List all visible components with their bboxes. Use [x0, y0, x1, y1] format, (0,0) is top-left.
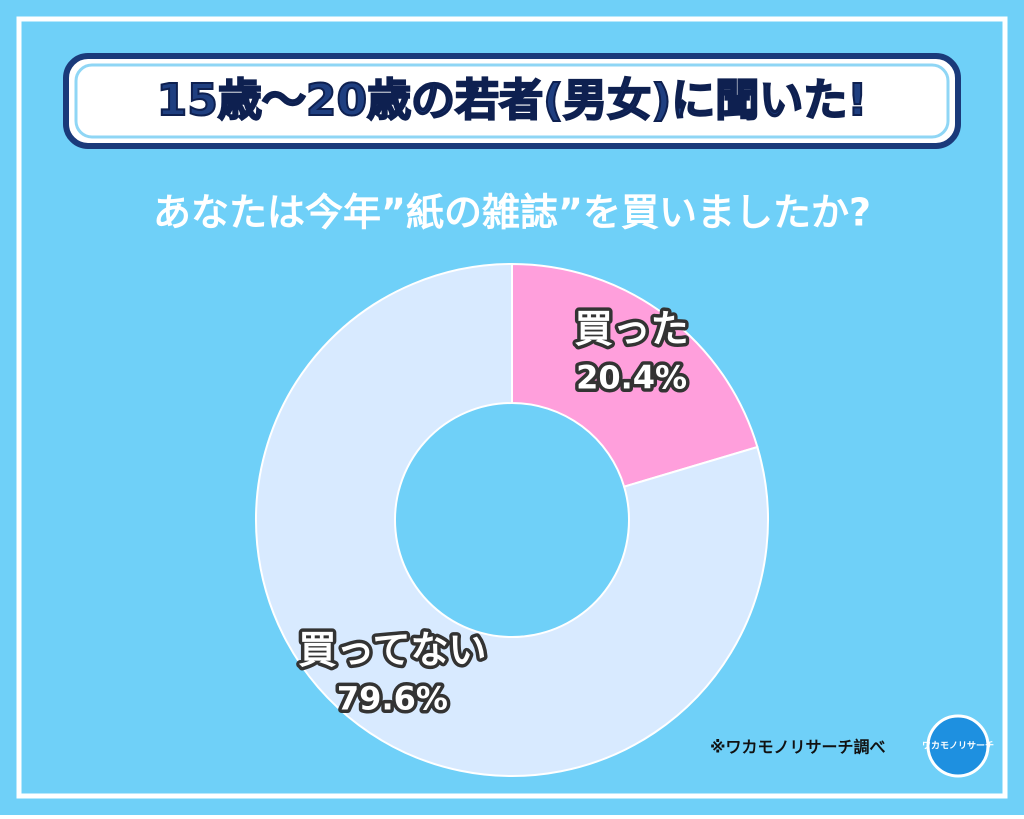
logo-text: ワカモノリサーチ — [922, 741, 994, 752]
chart-title: 15歳～20歳の若者(男女)に聞いた! — [157, 75, 868, 126]
logo: ワカモノリサーチ — [922, 714, 994, 778]
title-box — [63, 53, 961, 149]
donut — [255, 262, 769, 777]
pie-slice — [255, 262, 769, 777]
source-note: ※ワカモノリサーチ調べ — [710, 738, 886, 757]
title-box-inner — [74, 63, 950, 139]
pie-slice — [511, 262, 759, 488]
slice-label: 買ってない — [298, 628, 486, 672]
chart-subtitle: あなたは今年”紙の雑誌”を買いましたか? — [153, 191, 871, 235]
slice-label: 買った — [575, 307, 689, 351]
logo-badge — [926, 714, 990, 778]
frame — [16, 16, 1008, 799]
slice-value-label: 20.4% — [576, 359, 687, 397]
slice-value-label: 79.6% — [337, 679, 448, 717]
